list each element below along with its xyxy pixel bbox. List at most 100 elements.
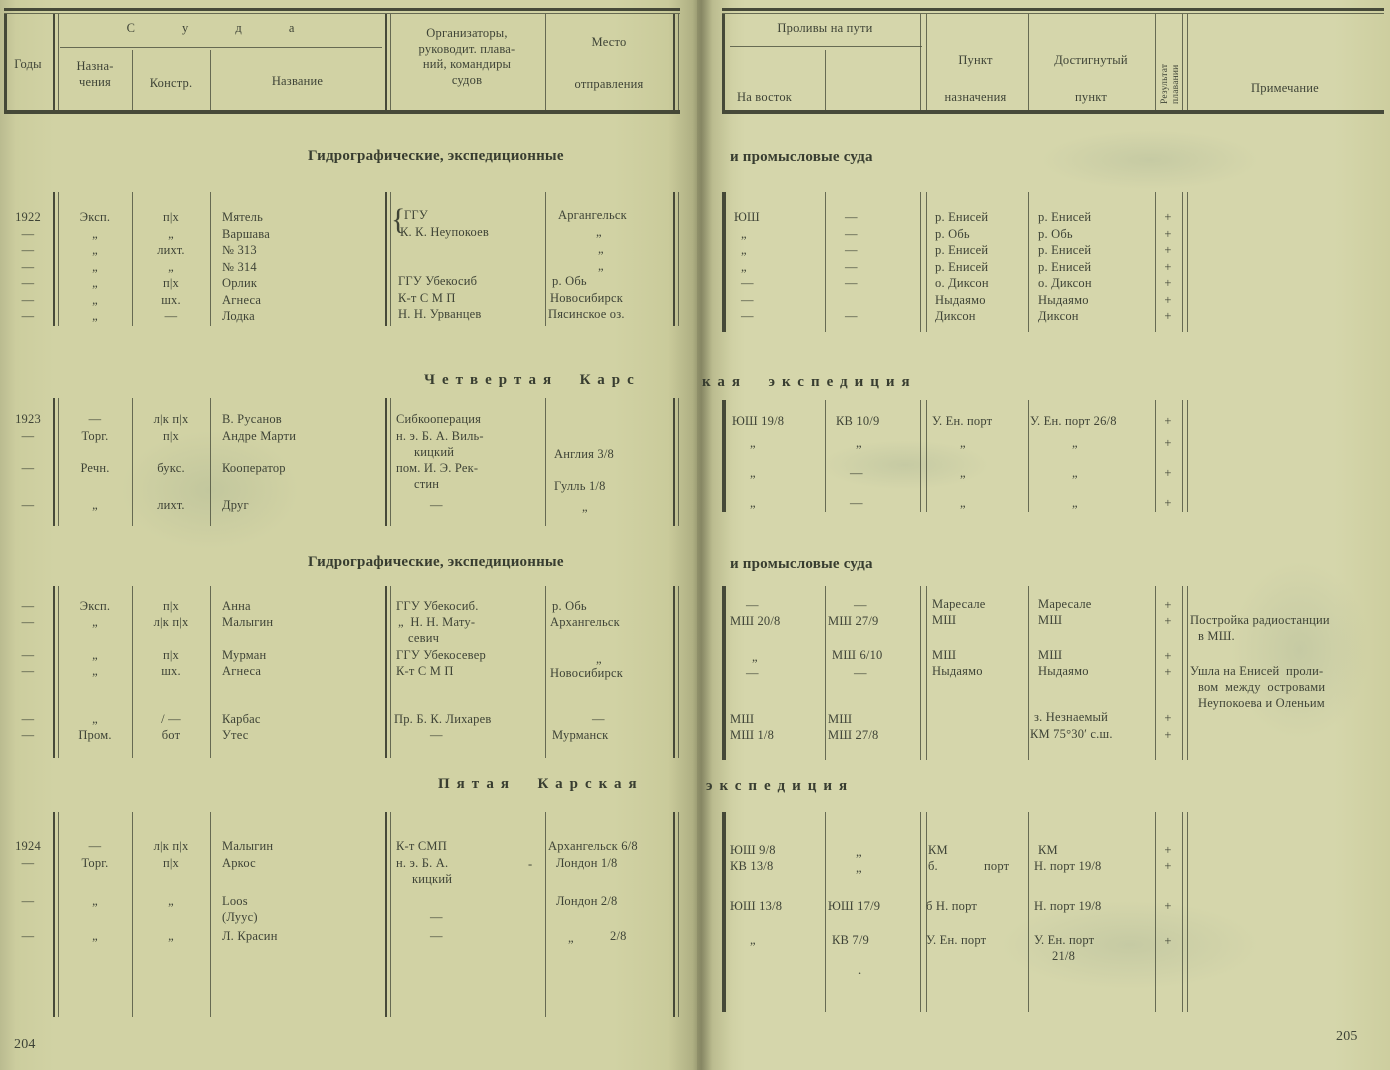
cell-destination: р. Обь (935, 227, 970, 241)
cell-departure: Архангельск (550, 615, 620, 629)
table-rule (926, 14, 927, 110)
cell-strait-2: „ (856, 861, 862, 875)
cell-naznachenie: „ (92, 498, 98, 512)
cell-result: + (1164, 614, 1172, 628)
table-rule (385, 812, 387, 1017)
cell-strait-2: — (850, 496, 863, 510)
cell-naznachenie: — (88, 839, 102, 853)
cell-result: + (1164, 711, 1172, 725)
table-rule (722, 192, 726, 332)
cell-organizer: ГГУ (404, 208, 428, 222)
cell-year: — (21, 929, 35, 943)
cell-ship-name: Орлик (222, 276, 258, 290)
table-rule (390, 398, 391, 526)
table-rule (545, 398, 546, 526)
cell-ship-name: Мятель (222, 210, 264, 224)
show-through-mark (820, 440, 990, 490)
cell-naznachenie: Речн. (80, 461, 110, 475)
cell-strait-east: „ (752, 650, 758, 664)
cell-organizer: пом. И. Э. Рек- (396, 461, 479, 475)
col-header-dostignutyj-1: Достигнутый (1054, 53, 1128, 67)
cell-strait-2: . (858, 963, 862, 977)
table-rule (132, 50, 133, 110)
cell-result: + (1164, 598, 1172, 612)
cell-organizer: — (430, 498, 443, 512)
col-header-suda: С у д а (126, 21, 317, 35)
cell-destination: р. Енисей (935, 210, 989, 224)
col-header-organizatory: Организаторы, руководит. плава- ний, ком… (418, 26, 516, 87)
table-rule (4, 13, 680, 14)
cell-destination: КМ (928, 843, 948, 857)
cell-konstr: — (164, 309, 178, 323)
table-rule (210, 586, 211, 758)
cell-strait-2: МШ 6/10 (832, 648, 883, 662)
cell-strait-east: — (741, 293, 754, 307)
heading-hydro-1-right: и промысловые суда (730, 149, 873, 165)
cell-strait-east: — (741, 276, 754, 290)
cell-naznachenie: „ (92, 293, 98, 307)
table-rule (4, 8, 680, 11)
cell-naznachenie: „ (92, 309, 98, 323)
table-rule (545, 586, 546, 758)
table-rule (825, 192, 826, 332)
heading-hydro-2-right: и промысловые суда (730, 556, 873, 572)
cell-organizer: Сибкооперация (396, 412, 482, 426)
cell-note: Постройка радиостанции (1190, 613, 1330, 627)
cell-year: — (21, 894, 35, 908)
cell-reached: МШ (1038, 613, 1063, 627)
cell-organizer: Н. Н. Урванцев (398, 307, 482, 321)
table-rule (722, 586, 726, 760)
col-header-punkt-1: Пункт (958, 53, 993, 67)
cell-organizer: К-т СМП (396, 839, 447, 853)
cell-result: + (1164, 436, 1172, 450)
table-rule (58, 398, 59, 526)
cell-ship-name: Аркос (222, 856, 256, 870)
cell-year: — (21, 648, 35, 662)
col-header-mesto-2: отправления (574, 77, 644, 91)
cell-strait-2: КВ 7/9 (832, 933, 869, 947)
table-rule (1028, 586, 1029, 760)
cell-strait-2: — (845, 309, 858, 323)
table-rule (1155, 586, 1156, 760)
cell-destination: У. Ен. порт (926, 933, 987, 947)
table-rule (58, 812, 59, 1017)
col-header-primechanie: Примечание (1251, 81, 1319, 95)
heading-kara-4-right: кая экспедиция (702, 374, 917, 390)
stray-dash: - (528, 857, 533, 871)
show-through-mark (1000, 900, 1260, 990)
cell-year: — (21, 227, 35, 241)
cell-organizer: ГГУ Убекосиб (398, 274, 478, 288)
cell-organizer: — (430, 728, 443, 742)
table-rule (1028, 400, 1029, 512)
table-rule (825, 400, 826, 512)
cell-ship-name: Агнеса (222, 664, 262, 678)
cell-strait-east: ЮШ 19/8 (732, 414, 785, 428)
cell-ship-name: Loos (222, 894, 248, 908)
cell-organizer: севич (408, 631, 440, 645)
cell-reached: Ныдаямо (1038, 664, 1089, 678)
cell-strait-2: МШ 27/8 (828, 728, 879, 742)
cell-organizer: ГГУ Убекосевер (396, 648, 486, 662)
cell-destination: о. Диксон (935, 276, 989, 290)
table-rule (53, 14, 55, 110)
cell-result: + (1164, 210, 1172, 224)
cell-result: + (1164, 260, 1172, 274)
page-number-right: 205 (1336, 1029, 1358, 1044)
cell-destination: У. Ен. порт (932, 414, 993, 428)
cell-strait-2: „ (856, 845, 862, 859)
cell-ship-name: В. Русанов (222, 412, 282, 426)
cell-departure: р. Обь (552, 274, 587, 288)
cell-organizer: ГГУ Убекосиб. (396, 599, 479, 613)
cell-naznachenie: „ (92, 260, 98, 274)
cell-naznachenie: Эксп. (79, 599, 111, 613)
cell-strait-east: МШ 1/8 (730, 728, 775, 742)
cell-note: Ушла на Енисей проли- (1190, 664, 1324, 678)
cell-strait-east: — (746, 598, 759, 612)
cell-ship-name: Мурман (222, 648, 267, 662)
table-rule (1187, 192, 1188, 332)
cell-strait-2: ЮШ 17/9 (828, 899, 881, 913)
cell-destination: МШ (932, 613, 957, 627)
cell-year: 1922 (15, 210, 41, 224)
table-rule (1187, 14, 1188, 110)
